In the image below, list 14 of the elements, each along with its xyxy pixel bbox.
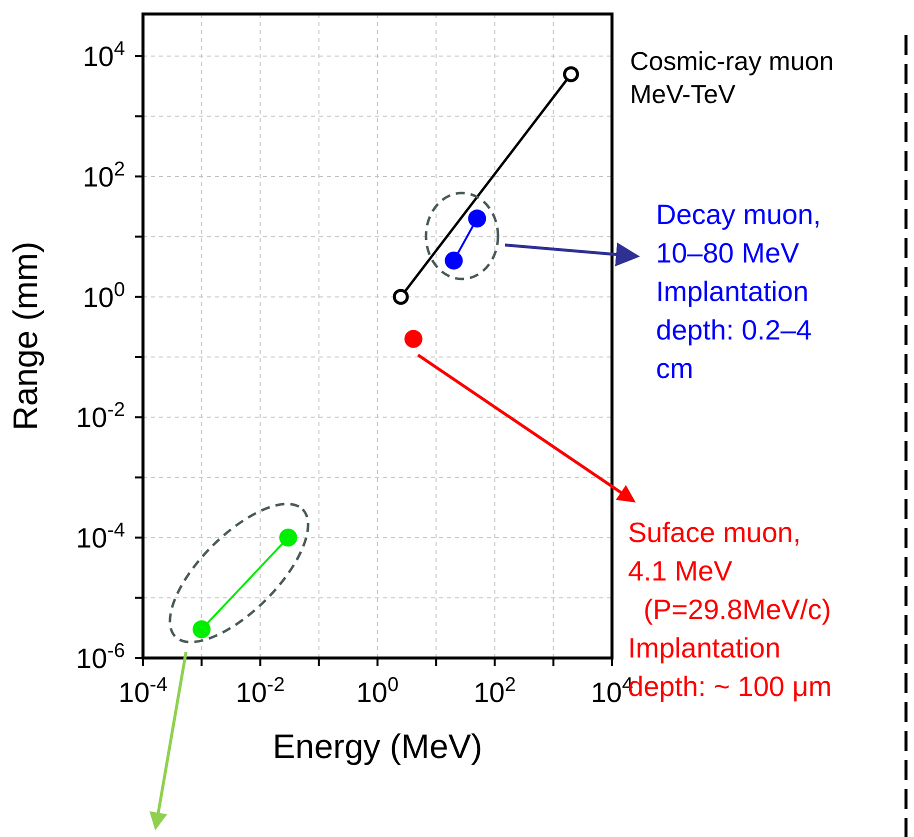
x-tick-label: 10$^{2}$ — [474, 674, 516, 708]
y-tick-label: 10$^{-4}$ — [76, 520, 125, 554]
text: Decay muon, 10–80 MeV Implantation depth: 0.2–4 cm — [656, 199, 821, 384]
y-tick-label: 10$^{0}$ — [82, 278, 125, 313]
y-tick-label: 10$^{-6}$ — [76, 640, 125, 674]
y-axis-title: Range (mm) — [7, 242, 46, 430]
text: Cosmic-ray muon MeV-TeV — [630, 46, 834, 109]
x-tick-label: 10$^{0}$ — [356, 674, 399, 708]
y-tick-label: 10$^{-2}$ — [76, 399, 125, 434]
x-tick-label: 10$^{-4}$ — [118, 674, 168, 708]
y-tick-label: 10$^{2}$ — [82, 158, 125, 192]
y-tick-label: 10$^{4}$ — [82, 38, 125, 72]
x-axis-title: Energy (MeV) — [272, 728, 482, 766]
x-tick-label: 10$^{-2}$ — [236, 674, 285, 708]
